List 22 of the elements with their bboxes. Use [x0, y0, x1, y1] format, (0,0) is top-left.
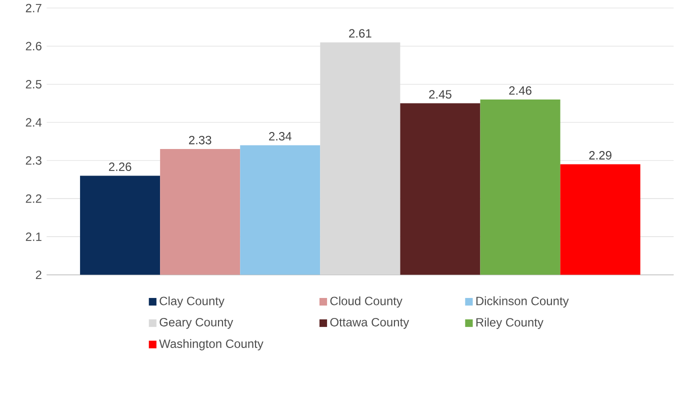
data-label: 2.46 — [509, 86, 532, 96]
y-tick-label: 2.1 — [26, 232, 42, 242]
data-label: 2.26 — [108, 162, 132, 172]
y-tick-label: 2.6 — [26, 42, 42, 51]
y-tick-label: 2.2 — [26, 194, 42, 204]
y-tick-label: 2 — [36, 270, 42, 280]
legend-label: Cloud County — [330, 296, 402, 308]
data-label: 2.45 — [429, 90, 452, 99]
legend-label: Clay County — [160, 296, 224, 308]
y-tick-label: 2.4 — [26, 118, 42, 127]
legend-label: Ottawa County — [330, 318, 410, 330]
legend-label: Geary County — [160, 318, 234, 330]
data-label: 2.33 — [189, 136, 212, 145]
y-tick-label: 2.5 — [26, 80, 42, 89]
y-tick-label: 2.7 — [26, 4, 42, 12]
legend-label: Dickinson County — [476, 296, 569, 308]
data-label: 2.61 — [349, 29, 372, 38]
data-label: 2.29 — [589, 151, 612, 160]
y-tick-label: 2.3 — [26, 156, 42, 165]
legend-label: Riley County — [476, 318, 544, 330]
legend-label: Washington County — [159, 339, 264, 351]
data-label: 2.34 — [269, 132, 292, 141]
